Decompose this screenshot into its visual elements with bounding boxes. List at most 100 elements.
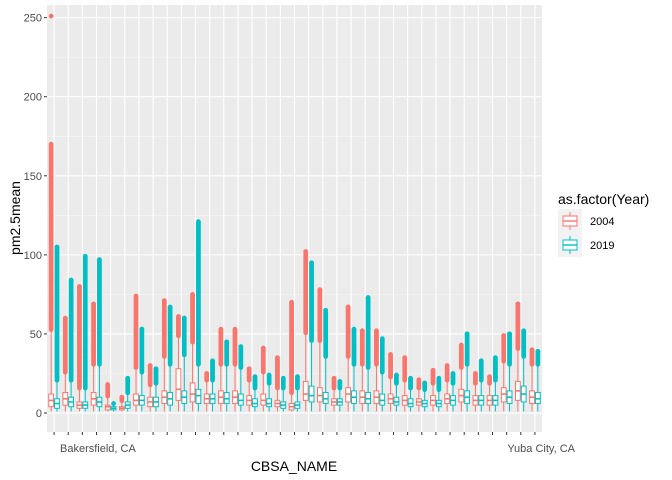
box-2004 [472, 371, 479, 412]
box-2004 [500, 333, 507, 412]
box-2019 [237, 344, 244, 412]
box-2019 [407, 375, 414, 412]
outlier-point [82, 254, 88, 259]
legend: as.factor(Year) 2004 2019 [558, 191, 649, 257]
box-2019 [351, 326, 357, 412]
outlier-point [232, 326, 238, 332]
x-axis-title: CBSA_NAME [251, 458, 337, 474]
outlier-point [252, 374, 258, 380]
outlier-point [337, 378, 343, 384]
box-2004 [189, 292, 196, 412]
outlier-point [54, 244, 60, 250]
x-axis-ticks [53, 432, 536, 435]
outlier-point [77, 284, 82, 289]
box-iqr [189, 382, 196, 403]
outlier-point [303, 249, 309, 255]
box-2019 [110, 401, 117, 412]
outlier-point [309, 260, 314, 266]
outlier-point [105, 382, 111, 387]
outlier-point [507, 331, 512, 337]
box-2019 [223, 339, 230, 412]
outlier-point [190, 292, 195, 297]
box-2004 [76, 284, 83, 412]
outlier-point [487, 374, 492, 380]
box-2019 [478, 358, 485, 412]
outlier-point [289, 299, 294, 305]
outlier-point [91, 301, 96, 307]
box-2004 [203, 371, 210, 412]
box-2019 [365, 295, 372, 412]
box-2019 [393, 372, 400, 412]
outlier-point [139, 326, 145, 332]
box-2019 [506, 331, 513, 412]
box-2019 [464, 331, 471, 412]
box-2019 [336, 378, 343, 412]
outlier-point [196, 219, 201, 225]
box-2004 [161, 298, 168, 412]
box-2004 [217, 326, 224, 412]
box-2019 [534, 348, 541, 412]
outlier-point [515, 301, 521, 307]
outlier-point [68, 277, 74, 283]
outlier-point [473, 371, 478, 376]
outlier-point [374, 328, 379, 334]
outlier-point [323, 307, 329, 313]
outlier-point [62, 315, 68, 321]
outlier-point [167, 304, 173, 310]
y-tick-label: 150 [24, 171, 42, 183]
outlier-point [204, 371, 210, 376]
box-2004 [444, 363, 451, 412]
y-axis-title: pm2.5mean [7, 181, 23, 255]
box-2004 [430, 367, 436, 412]
box-2004 [62, 315, 69, 412]
box-2019 [153, 366, 159, 412]
box-2004 [288, 299, 295, 412]
box-2004 [246, 366, 253, 412]
y-axis-ticks: 0 50 100 150 200 250 [24, 13, 47, 420]
box-2004 [175, 314, 182, 412]
box-2019 [520, 328, 527, 412]
box-iqr [308, 385, 315, 403]
x-tick-label-first: Bakersfield, CA [60, 443, 136, 455]
outlier-point [402, 355, 408, 361]
outlier-point [529, 347, 535, 353]
box-2019 [124, 375, 131, 412]
major-gridlines [47, 5, 542, 432]
outlier-point [176, 314, 181, 319]
box-2019 [322, 307, 329, 412]
box-2004 [514, 301, 521, 412]
outlier-point [125, 375, 131, 381]
legend-label-2004: 2004 [590, 216, 614, 228]
y-tick-label: 100 [24, 250, 42, 262]
box-2004 [387, 352, 394, 412]
y-tick-label: 200 [24, 92, 42, 104]
outlier-point [345, 304, 351, 310]
box-2004 [415, 377, 422, 412]
box-2004 [118, 394, 125, 412]
box-2004 [331, 375, 337, 412]
outlier-point [280, 375, 286, 381]
box-2004 [260, 345, 267, 412]
box-2019 [450, 371, 456, 412]
box-2019 [209, 358, 216, 412]
box-2004 [345, 304, 352, 412]
outlier-point [295, 374, 300, 380]
box-2004 [316, 287, 323, 412]
outlier-point [238, 344, 244, 349]
outlier-point [317, 287, 323, 293]
box-2019 [54, 244, 60, 412]
box-2004 [104, 382, 111, 412]
box-2004 [147, 363, 154, 412]
outlier-point [430, 367, 436, 373]
outlier-point [153, 366, 159, 372]
box-2004 [529, 347, 535, 412]
outlier-point [210, 358, 215, 364]
outlier-point [379, 336, 385, 342]
box-iqr [302, 380, 309, 401]
box-2004 [90, 301, 97, 412]
outlier-point [119, 394, 125, 400]
y-tick-label: 0 [36, 408, 42, 420]
outlier-point [408, 375, 413, 381]
box-2004 [486, 374, 493, 412]
